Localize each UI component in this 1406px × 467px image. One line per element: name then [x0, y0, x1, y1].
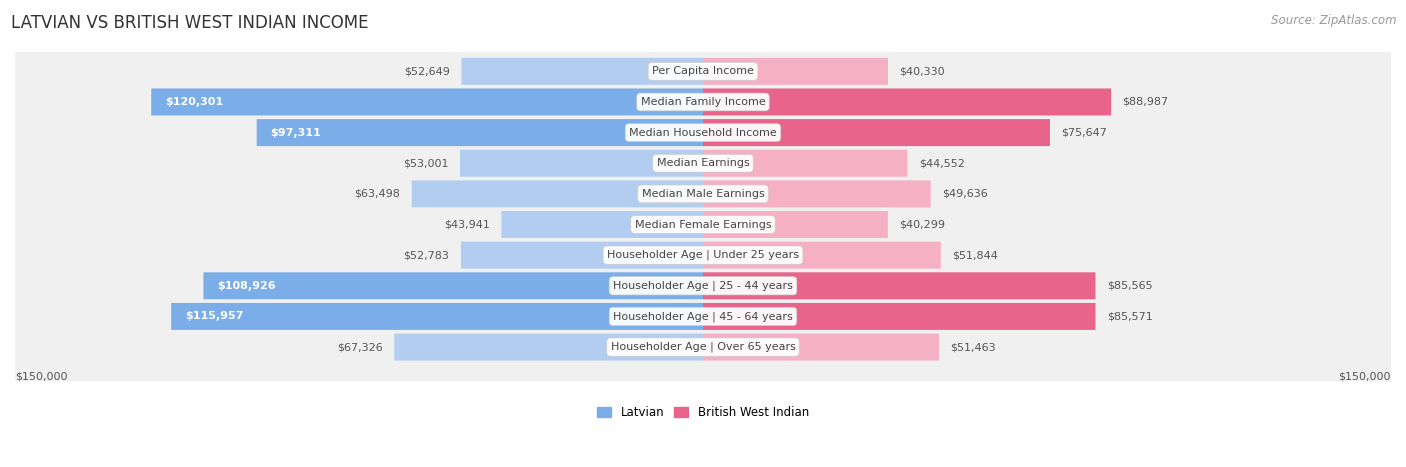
FancyBboxPatch shape	[13, 0, 1393, 467]
Text: $40,299: $40,299	[900, 219, 945, 229]
FancyBboxPatch shape	[703, 150, 907, 177]
Text: LATVIAN VS BRITISH WEST INDIAN INCOME: LATVIAN VS BRITISH WEST INDIAN INCOME	[11, 14, 368, 32]
Text: $150,000: $150,000	[15, 372, 67, 382]
FancyBboxPatch shape	[460, 150, 703, 177]
FancyBboxPatch shape	[257, 119, 703, 146]
Text: Source: ZipAtlas.com: Source: ZipAtlas.com	[1271, 14, 1396, 27]
Text: Per Capita Income: Per Capita Income	[652, 66, 754, 76]
Text: $52,649: $52,649	[404, 66, 450, 76]
FancyBboxPatch shape	[703, 303, 1095, 330]
FancyBboxPatch shape	[394, 333, 703, 361]
Text: $52,783: $52,783	[404, 250, 450, 260]
FancyBboxPatch shape	[703, 333, 939, 361]
FancyBboxPatch shape	[13, 0, 1393, 467]
FancyBboxPatch shape	[13, 0, 1393, 467]
Text: $85,571: $85,571	[1107, 311, 1153, 321]
Text: Householder Age | Under 25 years: Householder Age | Under 25 years	[607, 250, 799, 261]
Text: $97,311: $97,311	[270, 127, 321, 138]
Text: Median Male Earnings: Median Male Earnings	[641, 189, 765, 199]
Text: Median Family Income: Median Family Income	[641, 97, 765, 107]
FancyBboxPatch shape	[703, 119, 1050, 146]
FancyBboxPatch shape	[13, 0, 1393, 467]
FancyBboxPatch shape	[13, 0, 1393, 467]
Text: $63,498: $63,498	[354, 189, 401, 199]
Text: Householder Age | 25 - 44 years: Householder Age | 25 - 44 years	[613, 281, 793, 291]
FancyBboxPatch shape	[703, 211, 887, 238]
Text: $108,926: $108,926	[217, 281, 276, 291]
FancyBboxPatch shape	[703, 88, 1111, 115]
Text: Median Earnings: Median Earnings	[657, 158, 749, 168]
FancyBboxPatch shape	[412, 180, 703, 207]
FancyBboxPatch shape	[204, 272, 703, 299]
FancyBboxPatch shape	[461, 58, 703, 85]
Text: $150,000: $150,000	[1339, 372, 1391, 382]
FancyBboxPatch shape	[461, 241, 703, 269]
Text: $40,330: $40,330	[900, 66, 945, 76]
Text: $67,326: $67,326	[337, 342, 382, 352]
FancyBboxPatch shape	[703, 58, 889, 85]
Text: Median Female Earnings: Median Female Earnings	[634, 219, 772, 229]
Legend: Latvian, British West Indian: Latvian, British West Indian	[592, 402, 814, 424]
FancyBboxPatch shape	[703, 272, 1095, 299]
FancyBboxPatch shape	[703, 180, 931, 207]
Text: $51,844: $51,844	[952, 250, 998, 260]
FancyBboxPatch shape	[13, 0, 1393, 467]
Text: $120,301: $120,301	[165, 97, 224, 107]
Text: $75,647: $75,647	[1062, 127, 1108, 138]
Text: $43,941: $43,941	[444, 219, 489, 229]
FancyBboxPatch shape	[13, 0, 1393, 467]
FancyBboxPatch shape	[502, 211, 703, 238]
Text: $53,001: $53,001	[404, 158, 449, 168]
Text: $51,463: $51,463	[950, 342, 995, 352]
FancyBboxPatch shape	[13, 0, 1393, 467]
Text: $44,552: $44,552	[918, 158, 965, 168]
FancyBboxPatch shape	[152, 88, 703, 115]
Text: Median Household Income: Median Household Income	[628, 127, 778, 138]
Text: Householder Age | Over 65 years: Householder Age | Over 65 years	[610, 342, 796, 352]
Text: $88,987: $88,987	[1122, 97, 1168, 107]
Text: Householder Age | 45 - 64 years: Householder Age | 45 - 64 years	[613, 311, 793, 322]
Text: $85,565: $85,565	[1107, 281, 1153, 291]
FancyBboxPatch shape	[703, 241, 941, 269]
Text: $115,957: $115,957	[186, 311, 243, 321]
FancyBboxPatch shape	[13, 0, 1393, 467]
FancyBboxPatch shape	[13, 0, 1393, 467]
FancyBboxPatch shape	[172, 303, 703, 330]
Text: $49,636: $49,636	[942, 189, 988, 199]
